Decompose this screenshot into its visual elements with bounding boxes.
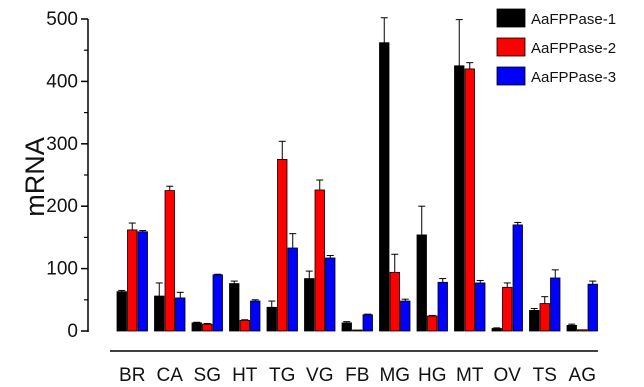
bar-aafppase-3-ag [587,283,598,332]
x-category-label-hg: HG [418,365,447,386]
x-category-label-vg: VG [306,365,333,386]
bar-aafppase-3-fb [362,314,373,332]
bar-group-ov [491,221,523,332]
bar-group-ca [154,185,186,332]
bar-group-sg [191,273,223,332]
bar-group-ht [229,280,261,332]
bar-aafppase-1-vg [304,278,315,332]
x-axis-labels: BR CA SG HT TG VG FB MG HG MT OV TS AG [119,365,596,386]
bar-aafppase-1-ht [229,283,240,332]
bar-aafppase-2-fb [352,329,363,332]
legend-label-aafppase-2: AaFPPase-2 [531,40,616,57]
y-tick-label: 0 [67,321,78,342]
bar-aafppase-3-ov [512,224,523,332]
x-category-label-mg: MG [379,365,410,386]
bar-aafppase-3-ca [175,297,186,332]
y-tick-label: 400 [46,71,78,92]
bar-aafppase-2-vg [314,189,325,332]
bar-aafppase-1-sg [191,322,202,332]
bar-aafppase-1-fb [341,322,352,332]
legend-label-aafppase-3: AaFPPase-3 [531,69,616,86]
bar-aafppase-3-mt [475,282,486,332]
bar-aafppase-2-ht [239,319,250,332]
x-category-label-ov: OV [494,365,522,386]
x-category-label-tg: TG [269,365,295,386]
bar-group-mt [454,19,486,332]
bar-aafppase-2-mt [464,68,475,332]
bar-group-mg [379,17,411,332]
bar-aafppase-2-br [127,229,138,332]
bar-group-ag [566,280,598,332]
legend-swatch-aafppase-2 [496,37,526,57]
x-category-label-ht: HT [232,365,258,386]
bar-aafppase-1-ts [529,310,540,332]
bar-aafppase-1-ca [154,295,165,332]
bar-group-fb [341,313,373,332]
x-category-label-fb: FB [345,365,369,386]
x-category-label-ca: CA [157,365,184,386]
y-tick-label: 100 [46,259,78,280]
y-tick-label: 300 [46,134,78,155]
bar-aafppase-1-tg [266,306,277,332]
bar-aafppase-3-ht [250,300,261,332]
legend: AaFPPase-1 AaFPPase-2 AaFPPase-3 [496,8,616,86]
bar-aafppase-3-tg [287,247,298,332]
y-axis-ticks: 0 100 200 300 400 500 [46,9,88,342]
bar-aafppase-2-ts [539,303,550,332]
y-axis-title: mRNA [20,137,50,217]
legend-label-aafppase-1: AaFPPase-1 [531,11,616,28]
bar-aafppase-2-ca [164,190,175,332]
bar-group-ts [529,269,561,332]
x-category-label-mt: MT [456,365,484,386]
bar-aafppase-1-ov [491,328,502,332]
bar-aafppase-2-tg [277,158,288,332]
bar-aafppase-2-hg [427,315,438,332]
x-category-label-ag: AG [569,365,596,386]
bar-aafppase-2-ag [577,329,588,332]
bar-aafppase-2-sg [202,323,213,332]
bar-aafppase-2-ov [502,286,513,332]
y-tick-label: 200 [46,196,78,217]
bar-aafppase-3-vg [325,257,336,332]
y-tick-label: 500 [46,9,78,30]
legend-swatch-aafppase-3 [496,66,526,86]
x-category-label-br: BR [119,365,145,386]
bar-group-vg [304,179,336,332]
bar-aafppase-3-sg [212,274,223,332]
bar-aafppase-3-mg [400,300,411,332]
bar-aafppase-1-br [116,291,127,332]
bar-series-group [116,17,598,332]
x-category-label-sg: SG [194,365,221,386]
bar-aafppase-1-mg [379,42,390,332]
bar-aafppase-1-ag [566,324,577,332]
bar-aafppase-3-ts [550,277,561,332]
bar-aafppase-3-hg [437,281,448,332]
bar-group-hg [416,205,448,332]
x-category-label-ts: TS [533,365,557,386]
bar-group-br [116,222,148,332]
bar-aafppase-1-hg [416,234,427,332]
bar-aafppase-1-mt [454,65,465,332]
legend-swatch-aafppase-1 [496,8,526,28]
bar-group-tg [266,140,298,332]
bar-aafppase-3-br [137,231,148,332]
bar-aafppase-2-mg [389,271,400,332]
